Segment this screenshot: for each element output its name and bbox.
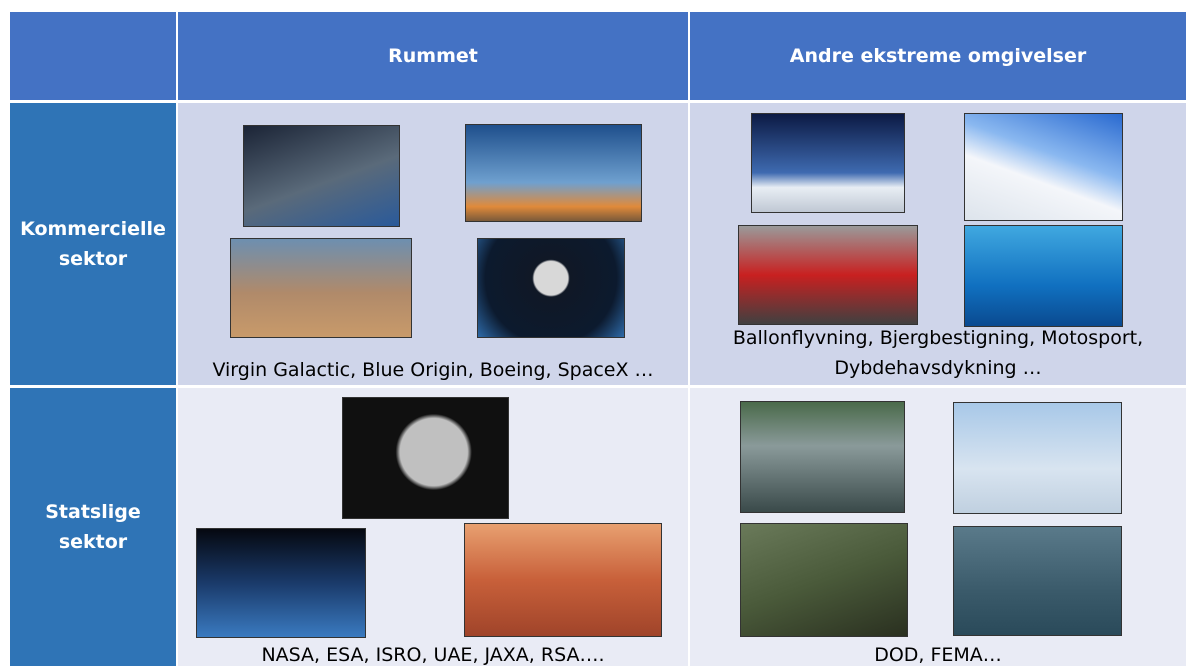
photo: [243, 125, 400, 227]
photo: [196, 528, 366, 638]
row-label: sektor: [58, 531, 128, 553]
photo: [477, 238, 625, 338]
caption: Ballonflyvning, Bjergbestigning, Motospo…: [690, 323, 1186, 383]
row-label: Statslige: [45, 501, 141, 523]
photo: [751, 113, 905, 213]
caption-line: DOD, FEMA…: [874, 644, 1002, 666]
column-header: Andre ekstreme omgivelser: [690, 12, 1186, 100]
caption: DOD, FEMA…: [690, 640, 1186, 670]
caption-line: Dybdehavsdykning …: [834, 357, 1042, 379]
photo: [465, 124, 642, 222]
photo: [964, 225, 1123, 327]
photo: [342, 397, 509, 519]
photo: [740, 523, 908, 637]
photo: [738, 225, 918, 325]
row-header: Statslige sektor: [10, 388, 176, 666]
photo: [230, 238, 412, 338]
row-label: Kommercielle: [20, 218, 166, 240]
photo: [953, 402, 1122, 514]
column-header: Rummet: [178, 12, 688, 100]
row-label: sektor: [58, 248, 128, 270]
photo: [740, 401, 905, 513]
photo: [953, 526, 1122, 636]
row-header: Kommercielle sektor: [10, 103, 176, 385]
corner-cell: [10, 12, 176, 100]
photo: [464, 523, 662, 637]
caption-line: Virgin Galactic, Blue Origin, Boeing, Sp…: [212, 359, 654, 381]
photo: [964, 113, 1123, 221]
caption-line: NASA, ESA, ISRO, UAE, JAXA, RSA….: [261, 644, 605, 666]
caption-line: Ballonflyvning, Bjergbestigning, Motospo…: [732, 327, 1144, 349]
caption: NASA, ESA, ISRO, UAE, JAXA, RSA….: [178, 640, 688, 670]
caption: Virgin Galactic, Blue Origin, Boeing, Sp…: [178, 355, 688, 385]
